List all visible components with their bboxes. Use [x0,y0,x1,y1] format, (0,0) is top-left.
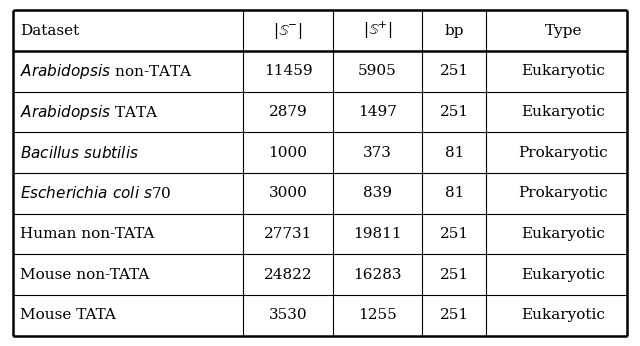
Text: 27731: 27731 [264,227,312,241]
Text: Dataset: Dataset [20,24,80,38]
Text: $\mathit{Arabidopsis}$ non-TATA: $\mathit{Arabidopsis}$ non-TATA [20,62,193,81]
Text: 3530: 3530 [269,308,307,322]
Text: 251: 251 [440,268,469,282]
Text: 3000: 3000 [269,186,307,200]
Text: Human non-TATA: Human non-TATA [20,227,155,241]
Text: 11459: 11459 [264,64,312,78]
Text: Eukaryotic: Eukaryotic [521,308,605,322]
Text: 251: 251 [440,64,469,78]
Text: 19811: 19811 [353,227,402,241]
Text: $\mathit{Bacillus\ subtilis}$: $\mathit{Bacillus\ subtilis}$ [20,145,140,161]
Text: 81: 81 [445,186,464,200]
Text: Eukaryotic: Eukaryotic [521,64,605,78]
Text: Mouse TATA: Mouse TATA [20,308,116,322]
Text: $\mathit{Arabidopsis}$ TATA: $\mathit{Arabidopsis}$ TATA [20,102,159,121]
Text: bp: bp [445,24,464,38]
Text: Prokaryotic: Prokaryotic [518,186,608,200]
Text: 373: 373 [363,146,392,160]
Text: 1497: 1497 [358,105,397,119]
Text: 2879: 2879 [269,105,307,119]
Text: Eukaryotic: Eukaryotic [521,268,605,282]
Text: Type: Type [545,24,582,38]
Text: 16283: 16283 [353,268,402,282]
Text: 251: 251 [440,105,469,119]
Text: $\mathit{Escherichia\ coli\ s}$70: $\mathit{Escherichia\ coli\ s}$70 [20,185,172,201]
Text: Eukaryotic: Eukaryotic [521,227,605,241]
Text: 1000: 1000 [269,146,307,160]
Text: Prokaryotic: Prokaryotic [518,146,608,160]
Text: 839: 839 [363,186,392,200]
Text: 1255: 1255 [358,308,397,322]
Text: Eukaryotic: Eukaryotic [521,105,605,119]
Text: 251: 251 [440,308,469,322]
Text: $|\mathbb{S}^{+}|$: $|\mathbb{S}^{+}|$ [363,20,392,42]
Text: Mouse non-TATA: Mouse non-TATA [20,268,150,282]
Text: $|\mathbb{S}^{-}|$: $|\mathbb{S}^{-}|$ [273,21,303,41]
Text: 81: 81 [445,146,464,160]
Text: 5905: 5905 [358,64,397,78]
Text: 24822: 24822 [264,268,312,282]
Text: 251: 251 [440,227,469,241]
